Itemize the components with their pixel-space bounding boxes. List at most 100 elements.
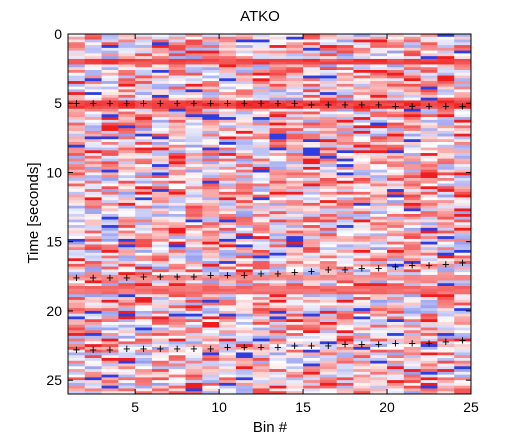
heatmap-cell: [269, 346, 287, 351]
heatmap-cell: [219, 380, 237, 384]
heatmap-cell: [202, 269, 220, 273]
heatmap-cell: [269, 103, 287, 107]
heatmap-cell: [235, 346, 254, 351]
heatmap-cell: [303, 371, 321, 376]
heatmap-cell: [403, 327, 422, 331]
heatmap-cell: [336, 324, 354, 328]
heatmap-cell: [151, 263, 170, 268]
heatmap-cell: [101, 81, 119, 85]
heatmap-cell: [286, 338, 304, 342]
heatmap-cell: [319, 330, 338, 334]
heatmap-cell: [219, 341, 237, 345]
heatmap-cell: [135, 114, 153, 118]
heatmap-cell: [151, 380, 170, 384]
heatmap-cell: [168, 114, 186, 118]
heatmap-cell: [387, 380, 405, 384]
heatmap-cell: [269, 258, 287, 262]
heatmap-cell: [403, 252, 422, 256]
heatmap-cell: [319, 225, 338, 229]
heatmap-cell: [454, 78, 471, 82]
heatmap-cell: [118, 142, 136, 146]
heatmap-cell: [319, 45, 338, 49]
heatmap-cell: [420, 47, 438, 52]
heatmap-cell: [185, 308, 203, 312]
heatmap-cell: [252, 241, 270, 245]
heatmap-cell: [353, 236, 371, 240]
heatmap-cell: [252, 166, 270, 171]
heatmap-cell: [101, 330, 119, 334]
heatmap-cell: [437, 58, 455, 63]
heatmap-cell: [68, 333, 86, 337]
heatmap-cell: [219, 119, 237, 124]
heatmap-cell: [269, 194, 287, 198]
heatmap-cell: [454, 166, 471, 171]
heatmap-cell: [336, 291, 354, 295]
heatmap-cell: [420, 108, 438, 112]
heatmap-cell: [319, 122, 338, 126]
heatmap-cell: [353, 274, 371, 279]
heatmap-cell: [202, 344, 220, 348]
heatmap-cell: [118, 67, 136, 71]
marker-layer: + + + + + + + + + + + + + + + + + + + + + + + ++ + + + + + + + + + + + + + + +…: [73, 96, 467, 357]
heatmap-cell: [353, 114, 371, 118]
heatmap-cell: [219, 277, 237, 281]
heatmap-cell: [168, 208, 186, 212]
heatmap-cell: [151, 103, 170, 107]
heatmap-cell: [437, 189, 455, 193]
heatmap-cell: [353, 94, 371, 99]
heatmap-cell: [303, 344, 321, 348]
heatmap-cell: [319, 288, 338, 292]
heatmap-cell: [135, 150, 153, 154]
heatmap-cell: [303, 280, 321, 284]
heatmap-cell: [319, 97, 338, 101]
heatmap-cell: [252, 266, 270, 270]
heatmap-cell: [303, 202, 321, 207]
heatmap-cell: [168, 47, 186, 52]
heatmap-cell: [68, 349, 86, 353]
heatmap-cell: [286, 310, 304, 315]
heatmap-cell: [303, 89, 321, 93]
heatmap-cell: [269, 61, 287, 65]
marker-point-series-1: +: [89, 96, 97, 111]
heatmap-cell: [202, 89, 220, 93]
heatmap-cell: [403, 158, 422, 162]
heatmap-cell: [336, 280, 354, 284]
heatmap-cell: [235, 153, 254, 157]
heatmap-cell: [252, 50, 270, 54]
heatmap-cell: [252, 216, 270, 220]
heatmap-cell: [286, 108, 304, 112]
heatmap-cell: [319, 169, 338, 173]
heatmap-cell: [269, 144, 287, 148]
heatmap-cell: [252, 261, 270, 265]
heatmap-cell: [454, 94, 471, 99]
heatmap-cell: [353, 119, 371, 124]
heatmap-cell: [84, 111, 102, 115]
heatmap-cell: [135, 111, 153, 115]
heatmap-cell: [319, 324, 338, 328]
heatmap-cell: [454, 106, 471, 110]
heatmap-cell: [185, 227, 203, 232]
heatmap-cell: [84, 125, 102, 129]
heatmap-cell: [353, 391, 371, 394]
marker-point-series-2: +: [408, 258, 416, 273]
heatmap-cell: [387, 133, 405, 137]
heatmap-cell: [135, 385, 153, 389]
heatmap-cell: [336, 169, 354, 173]
heatmap-cell: [353, 280, 371, 284]
heatmap-cell: [118, 47, 136, 52]
heatmap-cell: [101, 385, 119, 389]
heatmap-cell: [101, 247, 119, 251]
heatmap-cell: [235, 81, 254, 85]
heatmap-cell: [420, 382, 438, 387]
heatmap-cell: [151, 255, 170, 259]
heatmap-cell: [219, 36, 237, 40]
heatmap-cell: [353, 92, 371, 96]
heatmap-cell: [68, 324, 86, 328]
heatmap-cell: [84, 266, 102, 270]
heatmap-cell: [420, 214, 438, 218]
heatmap-cell: [269, 172, 287, 176]
heatmap-cell: [370, 310, 388, 315]
heatmap-cell: [219, 92, 237, 96]
heatmap-cell: [269, 133, 287, 137]
heatmap-cell: [168, 106, 186, 110]
